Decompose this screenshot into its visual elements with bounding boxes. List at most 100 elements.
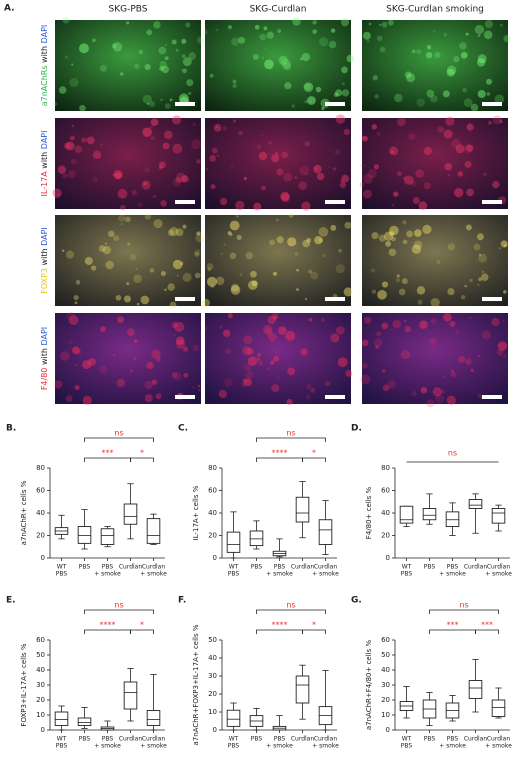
micrograph-texture: [423, 182, 431, 190]
micrograph-texture: [381, 21, 388, 28]
box: [249, 530, 264, 547]
micrograph-texture: [442, 375, 446, 379]
micrograph-texture: [415, 169, 425, 178]
x-tick-label: PBS: [251, 564, 263, 571]
micrograph-texture: [258, 360, 264, 366]
y-tick-label: 30: [381, 681, 390, 689]
x-tick-label: PBS: [274, 736, 286, 743]
micrograph-texture: [371, 232, 379, 240]
micrograph-texture: [391, 203, 395, 207]
micrograph-texture: [330, 28, 336, 33]
micrograph-texture: [159, 66, 164, 71]
y-tick-label: 40: [381, 666, 390, 674]
y-tick-label: 20: [208, 532, 217, 540]
micrograph-texture: [52, 101, 58, 106]
row-label-with: with: [40, 46, 49, 63]
micrograph: [362, 118, 508, 209]
micrograph-texture: [258, 151, 268, 161]
micrograph-texture: [71, 346, 80, 355]
micrograph-texture: [148, 101, 156, 108]
box: [445, 511, 460, 527]
micrograph-texture: [403, 319, 407, 323]
micrograph-texture: [178, 93, 189, 104]
micrograph-texture: [394, 93, 403, 103]
micrograph-texture: [126, 282, 130, 286]
micrograph-texture: [494, 94, 505, 104]
micrograph-texture: [277, 29, 282, 33]
x-tick-label: Curdlan: [142, 564, 166, 571]
micrograph-texture: [160, 98, 163, 102]
panel-label: E.: [6, 596, 16, 606]
micrograph-texture: [314, 167, 318, 171]
micrograph-texture: [63, 142, 71, 150]
micrograph-texture: [194, 272, 201, 279]
micrograph-texture: [498, 247, 501, 250]
micrograph-texture: [134, 63, 140, 69]
x-tick-label: PBS: [424, 564, 436, 571]
micrograph-texture: [483, 30, 493, 40]
micrograph-texture: [144, 63, 151, 70]
micrograph-texture: [387, 380, 397, 389]
micrograph-texture: [302, 135, 305, 138]
micrograph-texture: [243, 363, 252, 372]
micrograph-texture: [376, 35, 383, 42]
micrograph-texture: [99, 365, 108, 374]
micrograph-texture: [243, 176, 248, 181]
micrograph-texture: [425, 51, 433, 59]
micrograph-texture: [372, 75, 378, 81]
micrograph-texture: [273, 315, 278, 320]
x-tick-label: PBS: [228, 571, 240, 578]
x-tick-label: WT: [229, 736, 239, 743]
micrograph-texture: [308, 269, 313, 274]
micrograph-texture: [131, 189, 137, 196]
micrograph-texture: [463, 98, 473, 108]
micrograph-texture: [219, 325, 223, 329]
micrograph-texture: [173, 334, 176, 337]
micrograph-texture: [127, 242, 131, 246]
micrograph-texture: [379, 46, 386, 53]
y-tick-label: 50: [208, 636, 217, 644]
micrograph-texture: [79, 104, 86, 112]
micrograph-texture: [188, 91, 192, 95]
x-tick-label: + smoke: [266, 743, 293, 750]
box: [146, 518, 161, 544]
x-tick-label: PBS: [274, 564, 286, 571]
micrograph-texture: [469, 316, 472, 319]
micrograph-texture: [127, 328, 135, 336]
row-label-stain: DAPI: [40, 25, 49, 44]
micrograph-texture: [164, 130, 173, 140]
micrograph-texture: [218, 389, 227, 399]
micrograph-texture: [65, 395, 73, 403]
micrograph-texture: [376, 131, 381, 136]
y-tick-label: 60: [36, 636, 45, 644]
box: [491, 699, 506, 717]
micrograph-texture: [451, 138, 461, 149]
micrograph-texture: [175, 228, 184, 237]
micrograph-texture: [430, 298, 440, 308]
row-label-with: with: [40, 248, 49, 265]
micrograph-texture: [404, 175, 414, 185]
micrograph-texture: [111, 43, 117, 49]
panel-label: D.: [351, 424, 362, 434]
micrograph-texture: [469, 278, 473, 283]
box: [226, 531, 241, 553]
micrograph: [205, 20, 351, 111]
micrograph-texture: [418, 201, 428, 210]
micrograph-texture: [117, 188, 128, 199]
micrograph-texture: [71, 63, 74, 66]
micrograph-texture: [242, 378, 248, 383]
micrograph-texture: [151, 379, 158, 385]
micrograph-texture: [123, 295, 132, 303]
micrograph-texture: [100, 143, 103, 146]
micrograph-texture: [466, 123, 474, 131]
micrograph-texture: [196, 36, 204, 44]
micrograph-texture: [481, 273, 489, 281]
micrograph-texture: [320, 317, 325, 322]
micrograph-texture: [381, 281, 389, 288]
micrograph-texture: [492, 115, 502, 125]
micrograph-texture: [191, 139, 202, 150]
significance-label: *: [140, 449, 144, 458]
micrograph-texture: [446, 65, 457, 75]
micrograph-texture: [294, 176, 298, 179]
micrograph-texture: [181, 38, 187, 44]
